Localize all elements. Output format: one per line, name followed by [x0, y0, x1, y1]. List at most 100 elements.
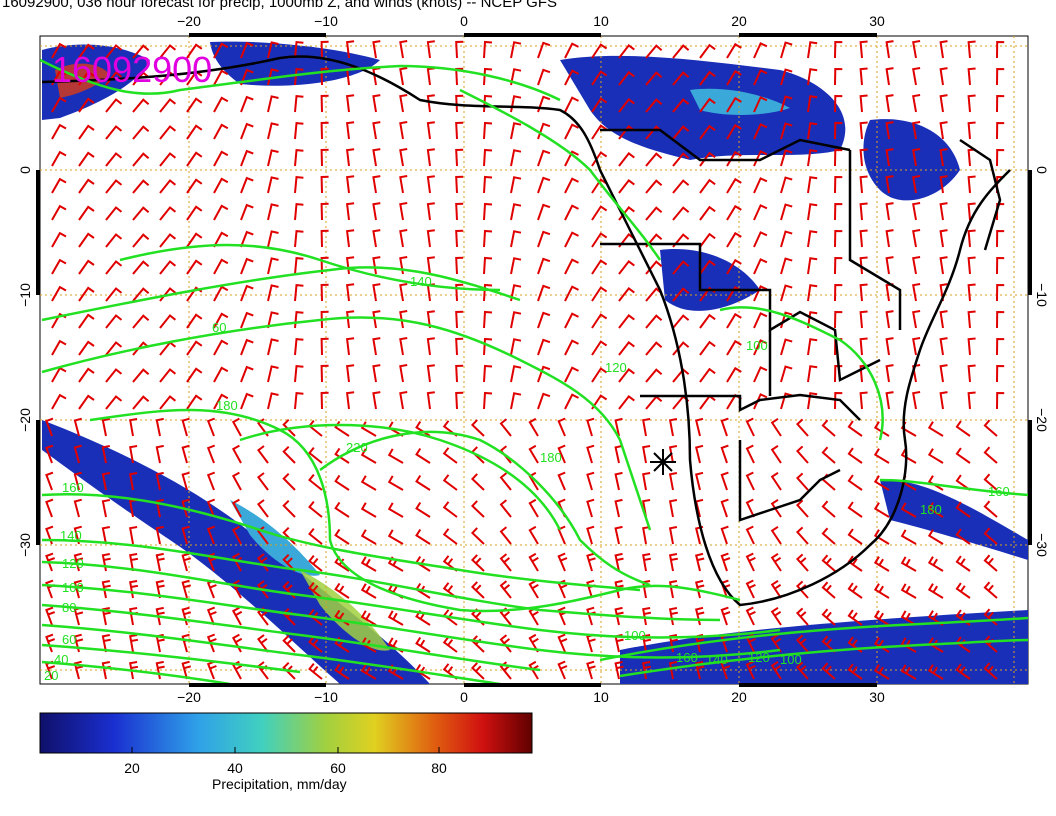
x-tick-label: 20 [731, 13, 747, 29]
wind-barb [939, 175, 948, 194]
x-tick-label: 0 [460, 689, 468, 705]
wind-barb [807, 365, 818, 383]
wind-barb [372, 40, 381, 59]
wind-barb [955, 582, 971, 599]
wind-barb [537, 203, 551, 221]
wind-barb [159, 260, 177, 275]
wind-barb [334, 663, 350, 680]
wind-barb [668, 499, 678, 518]
wind-barb [912, 283, 921, 302]
wind-barb [967, 121, 976, 140]
y-tick-label: −30 [1034, 533, 1050, 557]
wind-barb [795, 418, 809, 437]
wind-barb [101, 418, 110, 437]
wind-barb [483, 391, 493, 410]
wind-barb [672, 125, 690, 140]
wind-barb [528, 444, 539, 464]
wind-barb [213, 258, 229, 275]
wind-barb [257, 553, 269, 572]
wind-barb [859, 40, 868, 59]
wind-barb [699, 340, 716, 356]
wind-barb [399, 229, 408, 248]
wind-barb [267, 284, 279, 302]
wind-barb [206, 606, 217, 626]
wind-barb [320, 229, 329, 248]
wind-barb [614, 471, 623, 491]
wind-barb [372, 310, 381, 329]
wind-barb [967, 337, 976, 356]
wind-barb [645, 206, 663, 221]
wind-barb [699, 43, 716, 59]
wind-barb [642, 526, 651, 545]
wind-barb [726, 150, 742, 167]
wind-barb [399, 94, 408, 113]
wind-barb [213, 69, 229, 86]
wind-barb [499, 499, 512, 518]
wind-barb [528, 633, 539, 653]
wind-barb [770, 444, 782, 464]
colorbar [39, 712, 533, 754]
wind-barb [996, 202, 1005, 221]
wind-barb [586, 471, 595, 491]
wind-barb [591, 286, 608, 302]
contour-label: 120 [62, 556, 84, 571]
wind-barb [780, 68, 793, 86]
wind-barb [859, 67, 868, 86]
wind-barb [694, 660, 705, 680]
wind-barb [586, 444, 595, 464]
wind-barb [186, 205, 203, 221]
wind-barb [939, 202, 948, 221]
wind-barb [672, 71, 690, 86]
wind-barb [780, 41, 793, 59]
wind-barb [900, 664, 917, 680]
wind-barb [231, 498, 242, 518]
wind-barb [873, 664, 890, 680]
wind-barb [726, 231, 742, 248]
wind-barb [455, 337, 464, 356]
wind-barb [426, 94, 435, 113]
wind-barb [78, 286, 95, 302]
wind-barb [213, 339, 229, 356]
wind-barb [983, 527, 998, 545]
wind-barb [720, 525, 729, 545]
wind-barb [78, 124, 95, 140]
wind-barb [360, 664, 377, 680]
wind-barb [442, 501, 458, 518]
y-tick-label: 0 [17, 166, 33, 174]
wind-barb [912, 310, 921, 329]
wind-barb [181, 552, 192, 572]
wind-barb [927, 664, 944, 680]
wind-barb [537, 41, 551, 59]
wind-barb [996, 121, 1005, 140]
colorbar-tick-label: 40 [227, 760, 243, 776]
wind-barb [455, 175, 464, 194]
wind-barb [231, 417, 242, 437]
wind-barb [455, 121, 464, 140]
wind-barb [213, 42, 229, 59]
wind-barb [387, 610, 404, 626]
wind-barb [564, 231, 579, 248]
wind-barb [345, 391, 355, 410]
wind-barb [78, 259, 95, 275]
contour-label: 180 [920, 502, 942, 517]
wind-barb [699, 367, 716, 383]
wind-barb [415, 447, 431, 464]
wind-barb [955, 501, 971, 518]
wind-barb [614, 498, 623, 518]
colorbar-ticks [131, 747, 440, 753]
wind-barb [564, 123, 579, 140]
wind-barb [618, 179, 635, 194]
wind-barb [859, 175, 868, 194]
wind-barb [206, 417, 216, 437]
wind-barb [720, 498, 729, 518]
wind-barb [780, 230, 793, 248]
wind-barb [510, 230, 522, 248]
wind-barb [282, 499, 296, 518]
wind-barb [821, 662, 836, 680]
wind-barb [983, 608, 998, 626]
wind-barb [45, 498, 54, 518]
wind-barb [282, 472, 296, 491]
wind-barb [345, 364, 355, 383]
wind-barb [885, 175, 894, 194]
